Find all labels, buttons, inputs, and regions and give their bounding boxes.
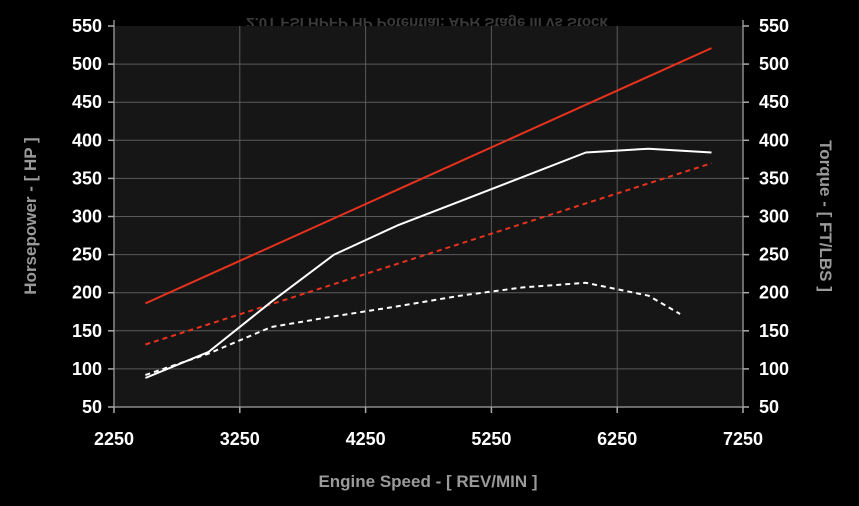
y-right-tick-label: 450 [759, 92, 789, 112]
y-left-tick-label: 150 [72, 321, 102, 341]
y-left-tick-label: 400 [72, 130, 102, 150]
y-right-tick-label: 300 [759, 207, 789, 227]
x-ticks: 2250 3250 4250 5250 6250 7250 [94, 407, 763, 449]
y-right-ticks: 50 100 150 200 250 300 350 400 450 500 550 [743, 16, 789, 417]
series-layer [144, 47, 712, 379]
y-left-tick-label: 450 [72, 92, 102, 112]
grid [114, 26, 743, 407]
y-left-tick-label: 50 [82, 397, 102, 417]
x-tick-label: 6250 [597, 429, 637, 449]
y-right-tick-label: 500 [759, 54, 789, 74]
x-tick-label: 2250 [94, 429, 134, 449]
series-line-2 [145, 162, 712, 346]
x-tick-label: 3250 [220, 429, 260, 449]
y-left-ticks: 50 100 150 200 250 300 350 400 450 500 550 [72, 16, 114, 417]
y-left-tick-label: 500 [72, 54, 102, 74]
y-right-tick-label: 200 [759, 283, 789, 303]
series-line-4 [145, 281, 681, 376]
x-tick-label: 5250 [471, 429, 511, 449]
y-right-tick-label: 250 [759, 245, 789, 265]
y-left-tick-label: 200 [72, 283, 102, 303]
y-left-tick-label: 250 [72, 245, 102, 265]
x-axis-label: Engine Speed - [ REV/MIN ] [318, 472, 537, 491]
y-left-tick-label: 100 [72, 359, 102, 379]
y-axis-right-label: Torque - [ FT/LBS ] [816, 140, 835, 292]
y-left-tick-label: 300 [72, 207, 102, 227]
y-right-tick-label: 350 [759, 168, 789, 188]
plot-frame [113, 20, 744, 408]
y-right-tick-label: 550 [759, 16, 789, 36]
x-tick-label: 4250 [346, 429, 386, 449]
y-right-tick-label: 50 [759, 397, 779, 417]
y-right-tick-label: 150 [759, 321, 789, 341]
y-right-tick-label: 400 [759, 130, 789, 150]
y-left-tick-label: 550 [72, 16, 102, 36]
y-right-tick-label: 100 [759, 359, 789, 379]
x-tick-label: 7250 [723, 429, 763, 449]
y-axis-left-label: Horsepower - [ HP ] [21, 137, 40, 294]
y-left-tick-label: 350 [72, 168, 102, 188]
series-line-1 [144, 47, 712, 305]
series-line-3 [145, 147, 712, 379]
